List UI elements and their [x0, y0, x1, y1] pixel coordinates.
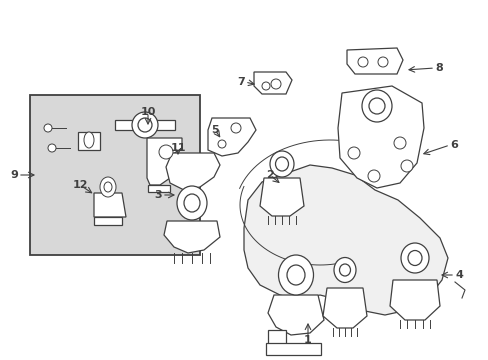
Text: 10: 10 — [140, 107, 155, 117]
Text: 11: 11 — [170, 143, 185, 153]
Ellipse shape — [159, 145, 173, 159]
Circle shape — [367, 170, 379, 182]
Ellipse shape — [278, 255, 313, 295]
Text: 12: 12 — [72, 180, 87, 190]
Ellipse shape — [138, 118, 152, 132]
Polygon shape — [163, 221, 220, 253]
Polygon shape — [153, 120, 175, 130]
Circle shape — [393, 137, 405, 149]
Polygon shape — [94, 193, 126, 217]
Polygon shape — [337, 86, 423, 188]
Text: 1: 1 — [304, 335, 311, 345]
Bar — [30, 95, 200, 255]
Ellipse shape — [132, 112, 158, 138]
Polygon shape — [267, 330, 285, 347]
Polygon shape — [253, 72, 291, 94]
Polygon shape — [115, 120, 137, 130]
Polygon shape — [323, 288, 366, 328]
Ellipse shape — [339, 264, 350, 276]
Polygon shape — [267, 295, 324, 335]
Polygon shape — [165, 153, 220, 190]
Text: 8: 8 — [434, 63, 442, 73]
Circle shape — [357, 57, 367, 67]
Ellipse shape — [104, 182, 112, 192]
Polygon shape — [78, 132, 100, 150]
Circle shape — [48, 144, 56, 152]
Text: 3: 3 — [154, 190, 162, 200]
Ellipse shape — [400, 243, 428, 273]
Polygon shape — [389, 280, 439, 320]
Polygon shape — [346, 48, 402, 74]
Polygon shape — [147, 138, 182, 185]
Polygon shape — [207, 118, 256, 156]
Ellipse shape — [407, 251, 421, 265]
Text: 4: 4 — [454, 270, 462, 280]
Text: 9: 9 — [10, 170, 18, 180]
Circle shape — [218, 140, 225, 148]
Ellipse shape — [269, 151, 293, 177]
Ellipse shape — [275, 157, 288, 171]
Bar — [265, 343, 320, 355]
Polygon shape — [260, 178, 304, 216]
Ellipse shape — [177, 186, 206, 220]
Circle shape — [44, 124, 52, 132]
Bar — [94, 217, 122, 225]
Ellipse shape — [286, 265, 305, 285]
Circle shape — [377, 57, 387, 67]
Circle shape — [230, 123, 241, 133]
Polygon shape — [244, 165, 447, 315]
Ellipse shape — [333, 257, 355, 283]
Circle shape — [262, 82, 269, 90]
Circle shape — [347, 147, 359, 159]
Circle shape — [270, 79, 281, 89]
Polygon shape — [148, 185, 170, 192]
Ellipse shape — [361, 90, 391, 122]
Ellipse shape — [100, 177, 116, 197]
Text: 7: 7 — [237, 77, 244, 87]
Text: 2: 2 — [265, 170, 273, 180]
Ellipse shape — [84, 132, 94, 148]
Circle shape — [400, 160, 412, 172]
Text: 6: 6 — [449, 140, 457, 150]
Ellipse shape — [368, 98, 384, 114]
Text: 5: 5 — [211, 125, 218, 135]
Ellipse shape — [183, 194, 200, 212]
